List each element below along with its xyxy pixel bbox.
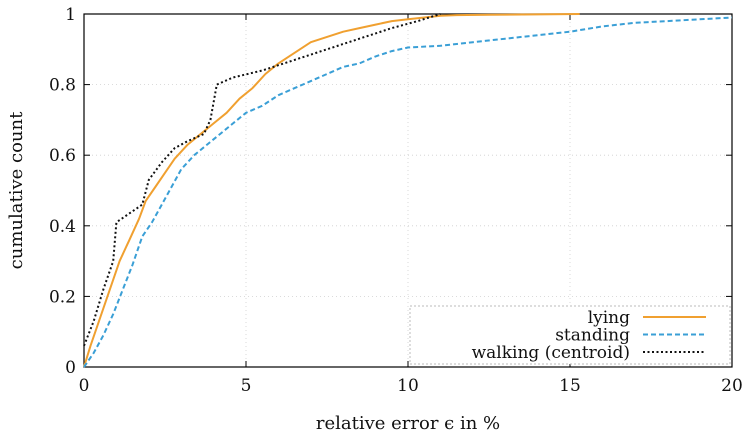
y-tick-label: 0.4	[49, 217, 76, 237]
legend-label: standing	[555, 326, 630, 346]
x-tick-label: 5	[241, 376, 252, 396]
legend-label: walking (centroid)	[472, 343, 630, 363]
y-tick-label: 0.8	[49, 76, 76, 96]
series-lines	[83, 13, 733, 368]
series-line-standing	[83, 16, 733, 368]
x-tick-label: 10	[397, 376, 419, 396]
y-tick-label: 1	[65, 5, 76, 25]
y-tick-label: 0.6	[49, 146, 76, 166]
legend-label: lying	[588, 308, 630, 328]
y-axis-label: cumulative count	[6, 111, 27, 269]
x-tick-label: 15	[559, 376, 581, 396]
axis-ticks: 0 5 10 15 20 0 0.2 0.4 0.6 0.8 1	[49, 5, 743, 396]
x-axis-label: relative error ϵ in %	[316, 413, 500, 434]
x-tick-label: 20	[721, 376, 743, 396]
series-line-walking	[83, 13, 441, 347]
grid	[84, 14, 732, 367]
series-line-lying	[83, 13, 580, 368]
x-tick-label: 0	[79, 376, 90, 396]
y-tick-label: 0.2	[49, 287, 76, 307]
y-tick-label: 0	[65, 358, 76, 378]
